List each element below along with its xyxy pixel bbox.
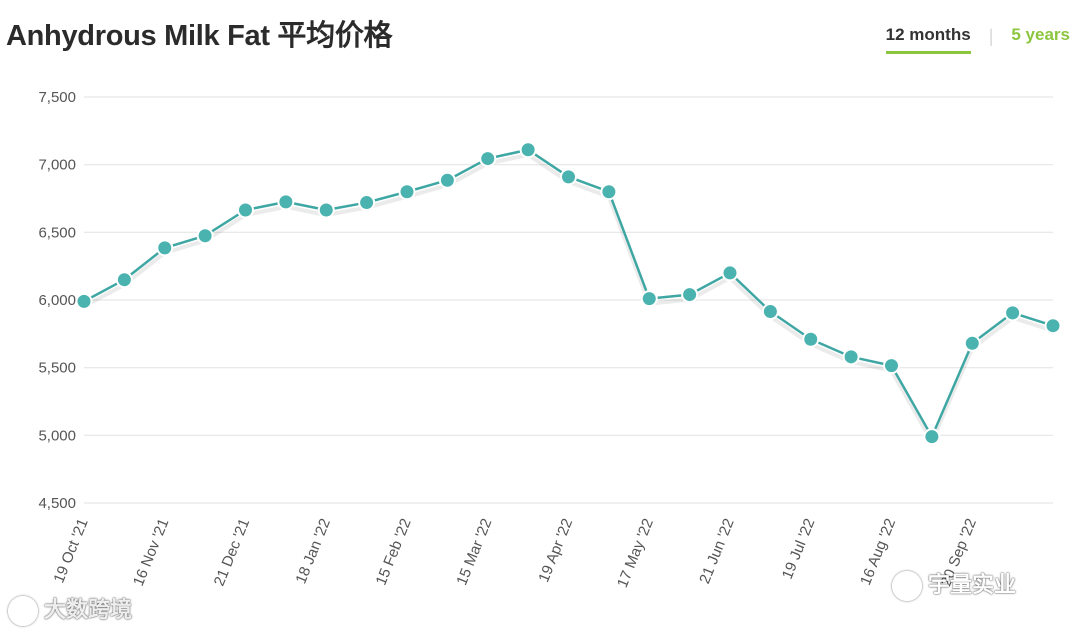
- x-tick-label: 16 Nov '21: [130, 516, 172, 588]
- chart-title: Anhydrous Milk Fat 平均价格: [6, 20, 393, 52]
- y-tick-label: 4,500: [38, 495, 76, 512]
- data-point[interactable]: [842, 348, 860, 366]
- x-tick-label: 15 Mar '22: [453, 516, 495, 588]
- series-line: [83, 148, 1054, 438]
- x-tick-label: 19 Apr '22: [535, 516, 576, 585]
- data-point[interactable]: [317, 201, 335, 219]
- y-tick-label: 7,000: [38, 157, 76, 174]
- x-tick-label: 18 Jan '22: [292, 516, 334, 586]
- data-point[interactable]: [398, 183, 416, 201]
- data-point[interactable]: [640, 290, 658, 308]
- series-line-shadow: [83, 152, 1054, 444]
- data-point[interactable]: [358, 194, 376, 212]
- y-tick-label: 7,500: [38, 89, 76, 106]
- data-point[interactable]: [883, 357, 900, 375]
- data-point[interactable]: [156, 239, 174, 257]
- data-point[interactable]: [438, 171, 456, 189]
- data-point[interactable]: [196, 227, 214, 245]
- tab-12-months[interactable]: 12 months: [885, 22, 971, 54]
- y-axis: 4,500 5,000 5,500 6,000 6,500 7,000 7,500: [38, 89, 76, 512]
- x-tick-label: 21 Jun '22: [696, 516, 738, 586]
- data-point[interactable]: [560, 168, 577, 186]
- data-point[interactable]: [277, 193, 295, 211]
- y-tick-label: 6,500: [38, 224, 76, 241]
- range-tabs: 12 months | 5 years: [885, 22, 1070, 54]
- watermark-left-text: 大数跨境: [44, 597, 133, 622]
- x-tick-label: 17 May '22: [614, 516, 657, 590]
- price-series: [75, 141, 1062, 446]
- data-point[interactable]: [600, 183, 618, 201]
- x-tick-label: 15 Feb '22: [373, 516, 415, 588]
- x-tick-label: 19 Oct '21: [51, 516, 92, 585]
- data-point[interactable]: [237, 201, 254, 219]
- x-tick-label: 19 Jul '22: [779, 516, 819, 581]
- data-point[interactable]: [519, 141, 537, 159]
- data-point[interactable]: [1004, 304, 1022, 322]
- watermark-logo-icon: [8, 596, 38, 627]
- watermark-left: 大数跨境: [8, 592, 133, 627]
- data-point[interactable]: [681, 286, 699, 304]
- x-tick-label: 21 Dec '21: [211, 516, 253, 588]
- watermark-right-text: 宇量实业: [928, 572, 1017, 597]
- data-point[interactable]: [1044, 317, 1062, 335]
- watermark-right: 宇量实业: [892, 567, 1017, 602]
- data-point[interactable]: [802, 330, 820, 348]
- y-tick-label: 5,000: [38, 427, 76, 444]
- data-point[interactable]: [115, 271, 133, 289]
- grid-lines: [84, 96, 1053, 504]
- y-tick-label: 6,000: [38, 292, 76, 309]
- data-point[interactable]: [761, 303, 779, 321]
- data-point[interactable]: [923, 428, 941, 446]
- data-point[interactable]: [479, 150, 497, 168]
- data-point[interactable]: [721, 264, 739, 282]
- x-axis: 19 Oct '21 16 Nov '21 21 Dec '21 18 Jan '22…: [51, 516, 980, 590]
- tab-separator: |: [988, 25, 994, 46]
- data-point[interactable]: [75, 292, 93, 310]
- data-point[interactable]: [963, 334, 981, 352]
- tab-5-years[interactable]: 5 years: [1011, 25, 1070, 44]
- wechat-logo-icon: [892, 571, 922, 602]
- y-tick-label: 5,500: [38, 360, 76, 377]
